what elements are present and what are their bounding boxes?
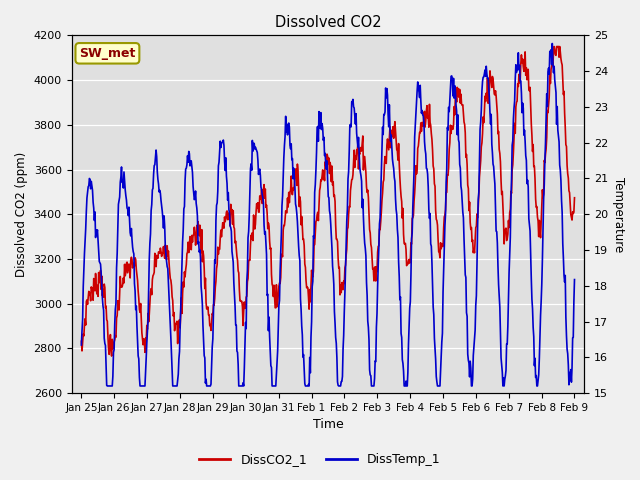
DissCO2_1 bbox=[108, 336, 116, 342]
Text: SW_met: SW_met bbox=[79, 47, 136, 60]
DissTemp_1 bbox=[503, 341, 511, 347]
Title: Dissolved CO2: Dissolved CO2 bbox=[275, 15, 381, 30]
Y-axis label: Temperature: Temperature bbox=[612, 177, 625, 252]
DissCO2_1 bbox=[452, 90, 460, 96]
DissTemp_1 bbox=[452, 102, 460, 108]
Legend: DissCO2_1, DissTemp_1: DissCO2_1, DissTemp_1 bbox=[194, 448, 446, 471]
DissTemp_1 bbox=[548, 41, 556, 47]
DissCO2_1 bbox=[571, 195, 579, 201]
DissTemp_1 bbox=[365, 324, 372, 330]
DissCO2_1 bbox=[365, 194, 372, 200]
X-axis label: Time: Time bbox=[312, 419, 343, 432]
DissCO2_1 bbox=[378, 209, 385, 215]
DissCO2_1 bbox=[550, 44, 558, 49]
Y-axis label: Dissolved CO2 (ppm): Dissolved CO2 (ppm) bbox=[15, 152, 28, 277]
DissTemp_1 bbox=[571, 276, 579, 282]
DissTemp_1 bbox=[77, 342, 85, 348]
DissCO2_1 bbox=[503, 238, 511, 243]
DissTemp_1 bbox=[378, 170, 385, 176]
DissTemp_1 bbox=[392, 207, 400, 213]
DissCO2_1 bbox=[392, 137, 400, 143]
DissCO2_1 bbox=[108, 353, 115, 359]
Line: DissCO2_1: DissCO2_1 bbox=[81, 47, 575, 356]
Line: DissTemp_1: DissTemp_1 bbox=[81, 44, 575, 386]
DissTemp_1 bbox=[104, 383, 111, 389]
DissCO2_1 bbox=[77, 338, 85, 344]
DissTemp_1 bbox=[108, 383, 116, 389]
